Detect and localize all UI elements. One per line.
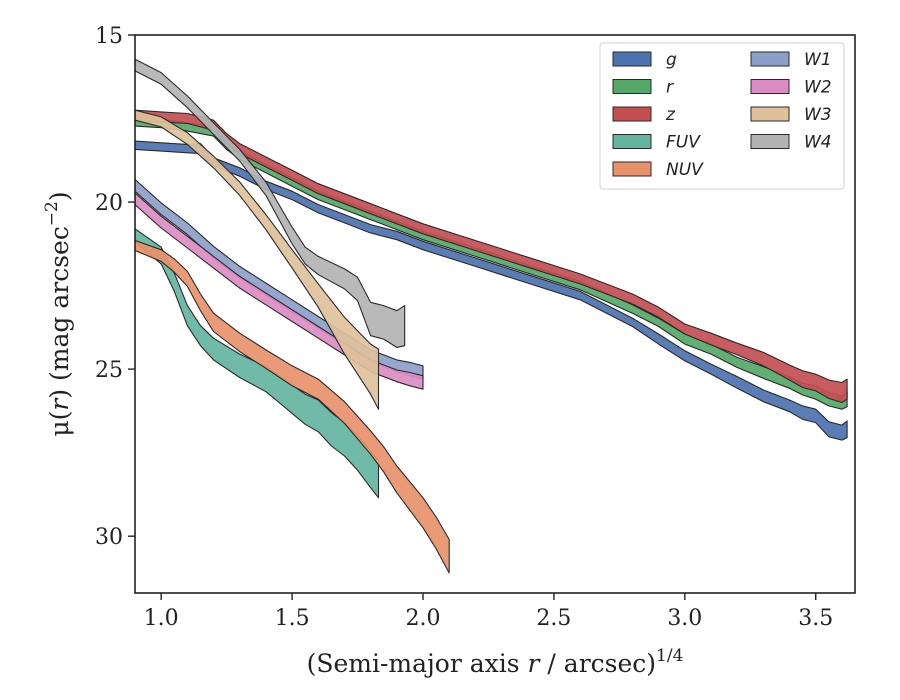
- x-tick-label: 1.5: [275, 606, 310, 631]
- x-axis-label: (Semi-major axis r / arcsec)1/4: [307, 646, 684, 678]
- legend-swatch-w2: [750, 79, 790, 94]
- legend-swatch-nuv: [612, 161, 652, 177]
- legend-label-z: z: [665, 105, 676, 125]
- legend-swatch-fuv: [612, 134, 652, 149]
- bands-layer: [135, 58, 848, 574]
- series-band-nuv: [135, 239, 450, 574]
- x-tick-label: 3.0: [667, 606, 702, 631]
- series-band-w4: [135, 58, 406, 348]
- legend-label-fuv: FUV: [666, 133, 701, 153]
- legend-label-w3: W3: [804, 105, 832, 125]
- x-tick-label: 1.0: [144, 606, 179, 631]
- legend-label-nuv: NUV: [666, 160, 704, 180]
- legend-label-r: r: [666, 78, 674, 98]
- x-tick-label: 3.5: [798, 606, 833, 631]
- legend: grz FUV NUV W1 W2 W3 W4: [599, 42, 845, 190]
- x-tick-label: 2.0: [406, 606, 441, 631]
- y-tick-label: 15: [95, 24, 123, 49]
- series-band-fuv: [135, 228, 380, 499]
- x-tick-label: 2.5: [536, 606, 571, 631]
- legend-swatch-w4: [750, 134, 790, 149]
- plot-frame: [134, 34, 856, 594]
- series-band-w3: [135, 109, 380, 410]
- series-band-g: [135, 140, 848, 441]
- legend-swatch-r: [612, 79, 652, 94]
- legend-swatch-g: [612, 51, 652, 67]
- legend-swatch-w3: [750, 106, 790, 122]
- legend-label-w1: W1: [804, 50, 832, 70]
- y-tick-label: 30: [95, 525, 123, 550]
- y-axis-label: μ(r) (mag arcsec−2): [42, 191, 74, 436]
- y-tick-label: 20: [95, 191, 123, 216]
- legend-swatch-w1: [750, 51, 790, 67]
- series-band-w2: [135, 192, 424, 390]
- ticks-layer: 1.0 1.5 2.0 2.5 3.0 3.5 15 20 25 30: [95, 24, 833, 631]
- legend-label-w2: W2: [804, 78, 832, 98]
- y-tick-label: 25: [95, 358, 123, 383]
- series-band-z: [135, 109, 848, 404]
- legend-swatch-z: [612, 106, 652, 122]
- legend-label-w4: W4: [804, 133, 832, 153]
- legend-label-g: g: [666, 50, 677, 70]
